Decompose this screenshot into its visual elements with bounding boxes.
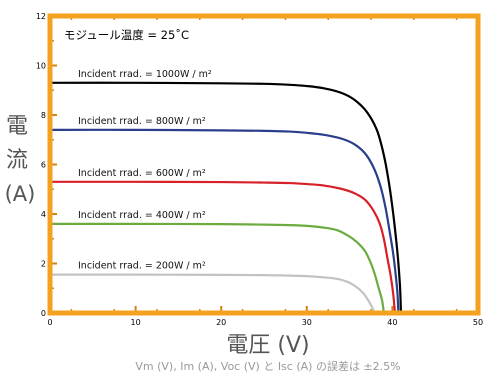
series-label-1: Incident rrad. = 1000W / m² <box>78 69 212 80</box>
y-tick-label: 4 <box>41 210 46 219</box>
series-line-2 <box>48 128 400 315</box>
x-tick-label: 30 <box>302 318 312 327</box>
y-tick-label: 0 <box>41 309 46 318</box>
series-line-1 <box>48 81 403 315</box>
series-label-5: Incident rrad. = 200W / m² <box>78 261 206 272</box>
y-axis-label-char-1: 電 <box>6 114 28 139</box>
y-tick-label: 12 <box>36 12 46 21</box>
y-axis-label-char-3: (A) <box>5 182 36 206</box>
series-label-4: Incident rrad. = 400W / m² <box>78 210 206 221</box>
y-tick-label: 8 <box>41 111 46 120</box>
y-tick-label: 6 <box>41 161 46 170</box>
x-tick-label: 40 <box>387 318 397 327</box>
y-axis-label-char-2: 流 <box>6 148 28 173</box>
y-tick-label: 10 <box>36 62 46 71</box>
series-line-4 <box>48 222 385 315</box>
y-tick-label: 2 <box>41 260 46 269</box>
x-tick-label: 10 <box>131 318 141 327</box>
x-axis-label: 電圧 (V) <box>226 333 309 358</box>
x-tick-label: 50 <box>473 318 483 327</box>
series-label-3: Incident rrad. = 600W / m² <box>78 168 206 179</box>
plot-frame <box>47 13 481 316</box>
series-line-5 <box>48 273 376 315</box>
module-temperature-annotation: モジュール温度 = 25˚C <box>64 27 189 42</box>
x-tick-label: 0 <box>47 318 52 327</box>
x-tick-label: 20 <box>216 318 226 327</box>
series-label-2: Incident rrad. = 800W / m² <box>78 116 206 127</box>
series-label-layer: Incident rrad. = 1000W / m² Incident rrad… <box>78 69 212 272</box>
tolerance-footnote: Vm (V), Im (A), Voc (V) と Isc (A) の誤差は ±… <box>135 359 400 373</box>
series-layer <box>48 81 403 315</box>
series-line-3 <box>48 180 397 315</box>
tick-layer: 0 2 4 6 8 10 12 0 10 20 30 40 50 <box>36 12 483 327</box>
